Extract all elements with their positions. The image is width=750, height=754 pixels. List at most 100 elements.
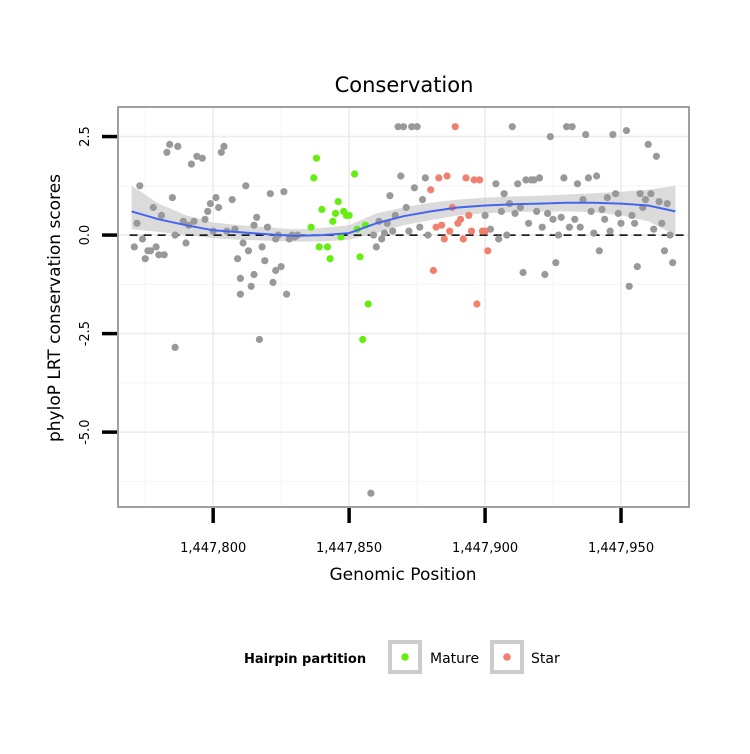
point-other — [544, 209, 552, 217]
point-mature — [315, 243, 323, 251]
y-tick-label: -2.5 — [78, 321, 93, 346]
point-other — [514, 180, 522, 188]
point-other — [628, 211, 636, 219]
point-other — [244, 247, 253, 255]
point-other — [554, 231, 563, 239]
point-other — [228, 196, 236, 204]
point-mature — [351, 170, 359, 178]
point-other — [149, 203, 157, 212]
legend-label-star: Star — [531, 651, 560, 667]
point-other — [157, 211, 166, 219]
point-other — [669, 259, 677, 267]
point-star — [481, 227, 489, 235]
point-star — [467, 227, 476, 235]
point-other — [258, 243, 266, 251]
point-other — [424, 231, 432, 239]
point-other — [503, 231, 511, 239]
point-other — [418, 196, 427, 204]
point-mature — [326, 255, 334, 263]
point-mature — [323, 243, 331, 251]
point-other — [563, 123, 571, 131]
point-star — [443, 172, 451, 180]
point-other — [481, 211, 489, 219]
point-other — [538, 223, 546, 231]
point-other — [138, 235, 147, 243]
point-other — [579, 196, 587, 204]
point-other — [133, 219, 141, 227]
point-other — [658, 219, 666, 227]
point-other — [584, 174, 593, 182]
point-other — [565, 223, 574, 231]
point-other — [614, 209, 622, 217]
point-other — [166, 140, 174, 148]
point-other — [663, 200, 671, 208]
point-other — [576, 223, 584, 231]
point-other — [380, 229, 389, 237]
legend-title: Hairpin partition — [244, 652, 366, 667]
point-other — [492, 180, 500, 188]
legend-marker-mature — [401, 653, 409, 661]
point-other — [568, 123, 576, 131]
point-star — [476, 176, 484, 184]
point-other — [636, 190, 644, 198]
point-star — [459, 235, 467, 243]
point-other — [269, 278, 277, 286]
point-other — [155, 251, 163, 259]
point-other — [272, 266, 280, 275]
point-star — [435, 174, 443, 182]
legend-entry-star: Star — [490, 640, 560, 674]
point-other — [511, 209, 519, 217]
y-axis: 2.5 0.0 -2.5 -5.0 — [78, 126, 117, 445]
point-other — [217, 148, 225, 156]
point-other — [603, 194, 612, 202]
point-other — [560, 174, 568, 182]
x-tick-label: 1,447,850 — [316, 541, 382, 556]
point-mature — [345, 211, 353, 219]
point-other — [582, 131, 590, 139]
point-other — [516, 203, 525, 212]
point-other — [236, 274, 244, 282]
point-other — [421, 174, 429, 182]
legend-entry-mature: Mature — [388, 640, 479, 674]
point-other — [571, 215, 579, 223]
point-other — [198, 154, 206, 162]
point-mature — [310, 174, 318, 182]
point-other — [367, 489, 375, 497]
point-mature — [318, 205, 326, 214]
y-tick-label: 0.0 — [78, 225, 93, 246]
point-other — [650, 225, 658, 233]
point-other — [549, 215, 557, 223]
point-star — [432, 223, 440, 231]
point-star — [446, 227, 454, 235]
x-axis: 1,447,800 1,447,850 1,447,900 1,447,950 — [180, 508, 654, 556]
point-other — [378, 235, 386, 243]
chart-title: Conservation — [335, 73, 474, 97]
point-star — [440, 235, 448, 243]
point-other — [394, 123, 402, 131]
point-other — [557, 213, 565, 221]
point-other — [666, 231, 674, 239]
point-mature — [337, 233, 345, 241]
point-other — [655, 198, 663, 206]
point-other — [397, 172, 405, 180]
point-other — [255, 335, 263, 344]
point-star — [462, 174, 470, 182]
point-other — [601, 215, 609, 223]
point-other — [606, 227, 614, 235]
point-other — [206, 200, 214, 208]
point-other — [152, 243, 160, 251]
point-other — [283, 290, 291, 298]
point-other — [587, 207, 595, 215]
point-star — [438, 221, 446, 229]
point-other — [372, 243, 380, 251]
point-other — [179, 217, 187, 225]
point-other — [220, 142, 228, 150]
point-other — [277, 263, 285, 271]
point-other — [612, 190, 620, 198]
legend: Hairpin partition Mature Star — [244, 640, 560, 674]
point-mature — [331, 209, 340, 217]
point-other — [168, 194, 176, 202]
point-other — [405, 227, 413, 235]
point-other — [631, 219, 639, 227]
